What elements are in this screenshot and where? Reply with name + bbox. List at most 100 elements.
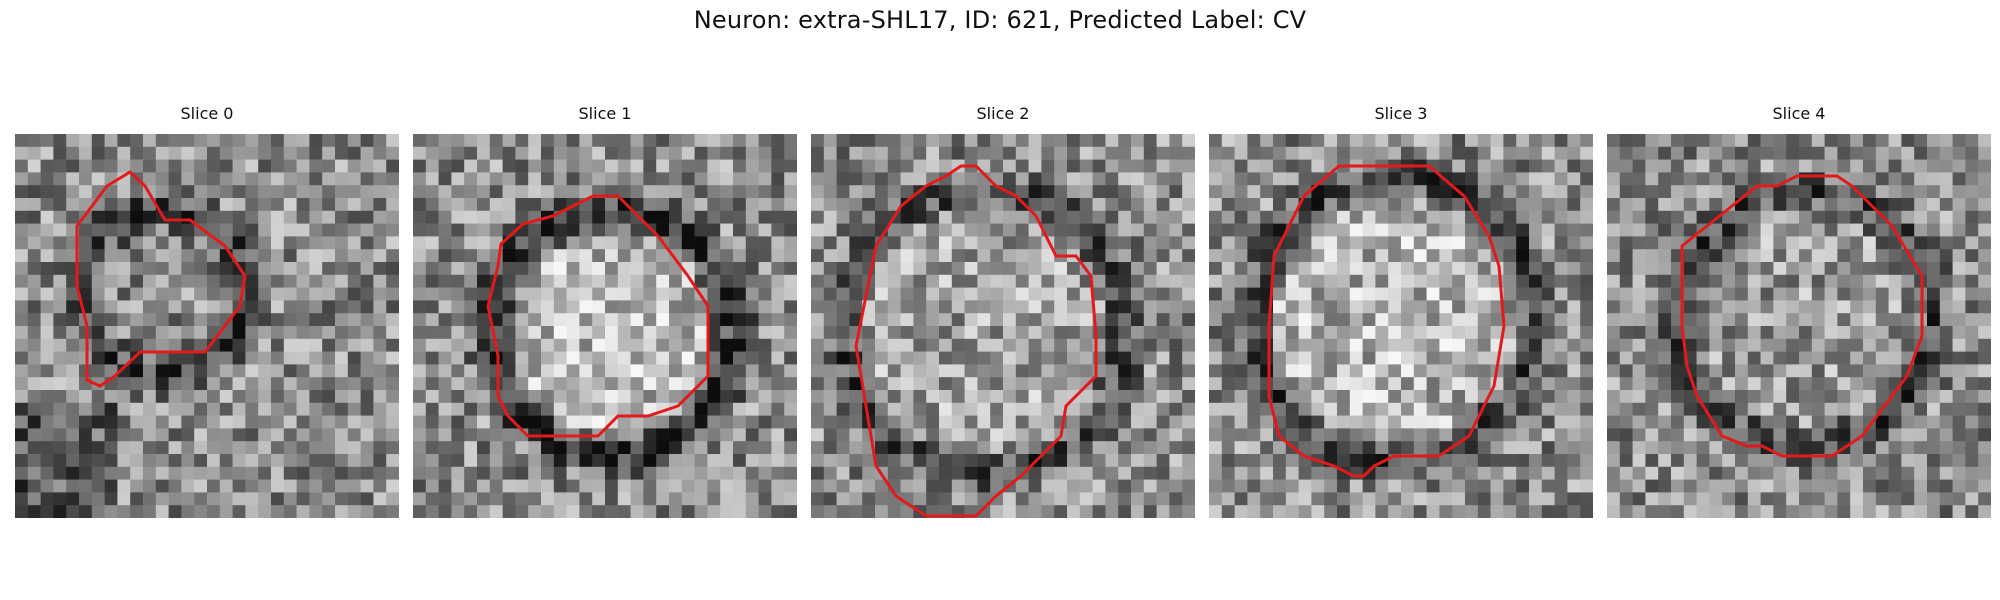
image-pixel — [1156, 466, 1170, 480]
image-pixel — [553, 364, 567, 378]
image-pixel — [1824, 441, 1838, 455]
image-pixel — [1079, 172, 1093, 186]
image-pixel — [1156, 287, 1170, 301]
image-pixel — [617, 466, 631, 480]
image-pixel — [811, 262, 825, 276]
image-pixel — [1645, 479, 1659, 493]
image-pixel — [707, 479, 721, 493]
image-pixel — [1349, 236, 1363, 250]
image-pixel — [1003, 338, 1017, 352]
image-pixel — [1169, 338, 1183, 352]
image-pixel — [1786, 479, 1800, 493]
image-pixel — [1015, 415, 1029, 429]
image-pixel — [1105, 210, 1119, 224]
image-pixel — [1580, 210, 1593, 224]
image-pixel — [155, 479, 169, 493]
image-pixel — [1298, 415, 1312, 429]
image-pixel — [694, 300, 708, 314]
image-pixel — [194, 210, 208, 224]
image-pixel — [104, 249, 118, 263]
image-pixel — [130, 159, 144, 173]
image-pixel — [489, 364, 503, 378]
image-pixel — [219, 351, 233, 365]
image-pixel — [643, 198, 657, 212]
image-pixel — [27, 428, 41, 442]
image-pixel — [489, 351, 503, 365]
image-pixel — [528, 402, 542, 416]
image-pixel — [784, 146, 797, 160]
image-pixel — [194, 249, 208, 263]
image-pixel — [425, 441, 439, 455]
image-pixel — [681, 287, 695, 301]
image-pixel — [413, 185, 427, 199]
image-pixel — [1079, 479, 1093, 493]
image-pixel — [900, 326, 914, 340]
image-pixel — [1477, 338, 1491, 352]
image-pixel — [1169, 402, 1183, 416]
image-pixel — [939, 274, 953, 288]
image-pixel — [1875, 428, 1889, 442]
image-pixel — [1811, 262, 1825, 276]
image-pixel — [27, 134, 41, 148]
image-pixel — [1671, 415, 1685, 429]
image-pixel — [1607, 505, 1621, 518]
image-pixel — [758, 492, 772, 506]
image-pixel — [1092, 377, 1106, 391]
image-pixel — [1503, 172, 1517, 186]
image-pixel — [1901, 454, 1915, 468]
image-pixel — [1939, 313, 1953, 327]
image-pixel — [194, 172, 208, 186]
image-pixel — [1888, 185, 1902, 199]
image-pixel — [1028, 313, 1042, 327]
image-pixel — [1978, 287, 1991, 301]
image-pixel — [1888, 479, 1902, 493]
image-pixel — [1939, 466, 1953, 480]
image-pixel — [656, 198, 670, 212]
image-pixel — [528, 198, 542, 212]
image-pixel — [1824, 236, 1838, 250]
image-pixel — [1143, 505, 1157, 518]
image-pixel — [1645, 210, 1659, 224]
image-pixel — [528, 441, 542, 455]
image-pixel — [477, 262, 491, 276]
image-pixel — [347, 402, 361, 416]
image-pixel — [862, 185, 876, 199]
image-pixel — [707, 262, 721, 276]
image-pixel — [1003, 249, 1017, 263]
image-pixel — [207, 210, 221, 224]
image-pixel — [1273, 377, 1287, 391]
image-pixel — [784, 428, 797, 442]
image-pixel — [1567, 249, 1581, 263]
image-pixel — [335, 198, 349, 212]
image-pixel — [862, 210, 876, 224]
image-pixel — [1465, 466, 1479, 480]
image-pixel — [1554, 185, 1568, 199]
image-pixel — [1607, 377, 1621, 391]
image-pixel — [489, 479, 503, 493]
image-pixel — [1619, 505, 1633, 518]
image-pixel — [322, 262, 336, 276]
image-pixel — [1837, 326, 1851, 340]
image-pixel — [309, 338, 323, 352]
image-pixel — [1952, 159, 1966, 173]
image-pixel — [207, 313, 221, 327]
image-pixel — [386, 377, 399, 391]
image-pixel — [1439, 198, 1453, 212]
image-pixel — [1516, 402, 1530, 416]
image-pixel — [745, 466, 759, 480]
image-pixel — [66, 210, 80, 224]
image-pixel — [733, 172, 747, 186]
image-pixel — [1015, 159, 1029, 173]
image-pixel — [1362, 210, 1376, 224]
image-pixel — [1131, 402, 1145, 416]
image-pixel — [1927, 466, 1941, 480]
image-pixel — [143, 274, 157, 288]
image-pixel — [309, 364, 323, 378]
image-pixel — [1901, 146, 1915, 160]
image-pixel — [1683, 313, 1697, 327]
image-pixel — [605, 364, 619, 378]
image-pixel — [771, 338, 785, 352]
image-pixel — [1811, 287, 1825, 301]
image-pixel — [1567, 505, 1581, 518]
image-pixel — [1541, 415, 1555, 429]
